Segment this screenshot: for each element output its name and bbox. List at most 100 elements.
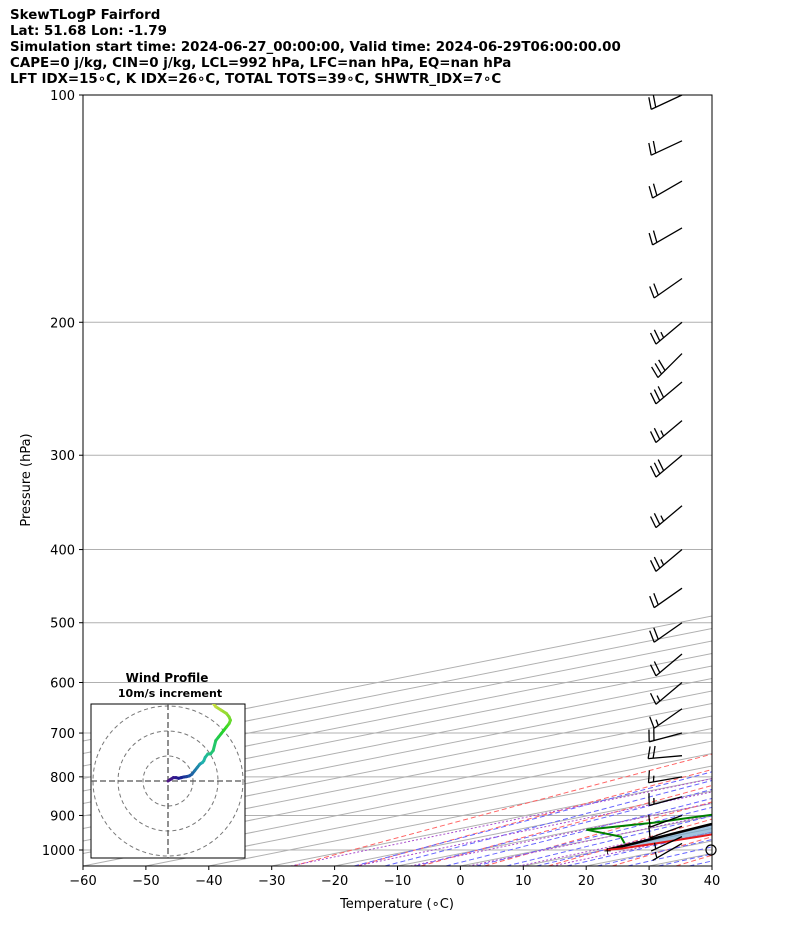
moist-adiabat — [445, 797, 712, 866]
wind-barb — [649, 381, 683, 405]
dewpoint-line — [586, 813, 712, 844]
calm-wind-circle — [705, 844, 717, 856]
wind-barb — [649, 321, 683, 345]
dry-adiabat — [548, 818, 712, 866]
wind-barbs — [647, 94, 717, 861]
isotherm-line — [83, 652, 712, 780]
wind-barb — [648, 728, 683, 743]
x-tick-label: 30 — [641, 874, 658, 889]
parcel-line — [606, 822, 712, 852]
moist-adiabat — [506, 815, 712, 866]
y-tick-label: 400 — [50, 544, 75, 559]
mixing-ratio-line — [356, 791, 712, 866]
header: SkewTLogP Fairford Lat: 51.68 Lon: -1.79… — [10, 8, 621, 88]
y-tick-label: 1000 — [42, 844, 75, 859]
dry-adiabat — [484, 801, 712, 866]
wind-barb — [649, 653, 683, 677]
dry-adiabat — [420, 784, 712, 866]
isotherm-line — [397, 802, 712, 866]
moist-adiabat — [415, 788, 712, 866]
y-tick-label: 600 — [50, 677, 75, 692]
wind-barb — [649, 505, 683, 529]
dry-adiabat — [611, 836, 712, 866]
x-axis-ticks: −60 −50 −40 −30 −20 −10 0 10 20 30 40 — [69, 866, 720, 889]
wind-barb — [648, 140, 683, 156]
isotherm-line — [460, 815, 712, 866]
wind-barb — [649, 549, 683, 572]
hodograph-subtitle: 10m/s increment — [118, 687, 222, 700]
y-tick-label: 100 — [50, 89, 75, 104]
hodograph-segment — [211, 739, 218, 753]
wind-barb — [648, 180, 683, 199]
cape-fill — [606, 823, 712, 850]
dry-adiabat — [293, 753, 712, 866]
y-tick-label: 300 — [50, 449, 75, 464]
x-tick-label: 0 — [456, 874, 464, 889]
isotherm-line — [83, 677, 712, 805]
wind-barb — [651, 353, 683, 379]
wind-barb — [648, 793, 683, 807]
hodograph-segment — [211, 704, 218, 709]
isotherm-line — [83, 690, 712, 817]
moist-adiabat — [384, 779, 712, 866]
isotherm-line — [775, 95, 794, 866]
x-tick-label: −10 — [384, 874, 411, 889]
wind-barb — [647, 745, 683, 760]
dry-adiabat — [740, 95, 794, 866]
wind-barb — [649, 454, 683, 478]
wind-barb — [648, 814, 683, 828]
y-tick-label: 200 — [50, 316, 75, 331]
wind-barb — [648, 94, 683, 110]
isotherm-line — [711, 865, 712, 866]
mixing-ratio-line — [410, 802, 712, 866]
profile-lines: + — [586, 813, 712, 857]
moist-adiabat — [689, 860, 712, 866]
x-tick-label: −60 — [69, 874, 96, 889]
wind-barb — [652, 842, 683, 861]
wind-barb — [649, 277, 683, 299]
x-tick-label: 10 — [515, 874, 532, 889]
wind-barb — [649, 682, 683, 705]
x-tick-label: −20 — [321, 874, 348, 889]
wind-barb — [648, 227, 683, 246]
wind-barb — [649, 420, 683, 444]
moist-adiabat — [597, 839, 712, 866]
x-tick-label: −40 — [195, 874, 222, 889]
mixing-ratio-line — [468, 814, 712, 866]
wind-barb — [647, 770, 683, 784]
isotherm-line — [523, 827, 712, 866]
wind-barb — [649, 708, 683, 729]
wind-barb — [649, 587, 683, 609]
wind-barb — [648, 825, 683, 839]
hodograph-title: Wind Profile — [126, 671, 209, 685]
dry-adiabat — [356, 769, 712, 866]
isotherm-line — [83, 702, 712, 830]
indices-line-2: LFT IDX=15∘C, K IDX=26∘C, TOTAL TOTS=39∘… — [10, 72, 502, 88]
x-axis-label: Temperature (∘C) — [339, 897, 454, 912]
indices-line-1: CAPE=0 j/kg, CIN=0 j/kg, LCL=992 hPa, LF… — [10, 56, 512, 72]
dry-adiabat — [675, 854, 712, 866]
isotherm-line — [83, 665, 712, 792]
y-tick-label: 700 — [50, 727, 75, 742]
isotherm-line — [208, 765, 712, 866]
surface-marker: + — [603, 846, 611, 857]
y-axis-label: Pressure (hPa) — [19, 433, 34, 526]
x-tick-label: −30 — [258, 874, 285, 889]
location-line: Lat: 51.68 Lon: -1.79 — [10, 24, 167, 40]
isotherm-line — [586, 840, 712, 866]
x-tick-label: 40 — [704, 874, 721, 889]
x-tick-label: −50 — [132, 874, 159, 889]
y-tick-label: 800 — [50, 771, 75, 786]
y-axis-ticks: 1000 900 800 700 600 500 400 300 200 100 — [42, 89, 83, 859]
mixing-ratio-line — [290, 778, 712, 866]
moist-adiabat — [720, 95, 794, 866]
isotherm-line — [649, 852, 712, 866]
wind-barb — [649, 622, 683, 643]
y-tick-label: 900 — [50, 809, 75, 824]
cape-shading — [606, 823, 712, 850]
temperature-line — [606, 833, 712, 851]
y-tick-label: 500 — [50, 617, 75, 632]
time-line: Simulation start time: 2024-06-27_00:00:… — [10, 40, 621, 56]
isotherm-line — [334, 790, 712, 866]
